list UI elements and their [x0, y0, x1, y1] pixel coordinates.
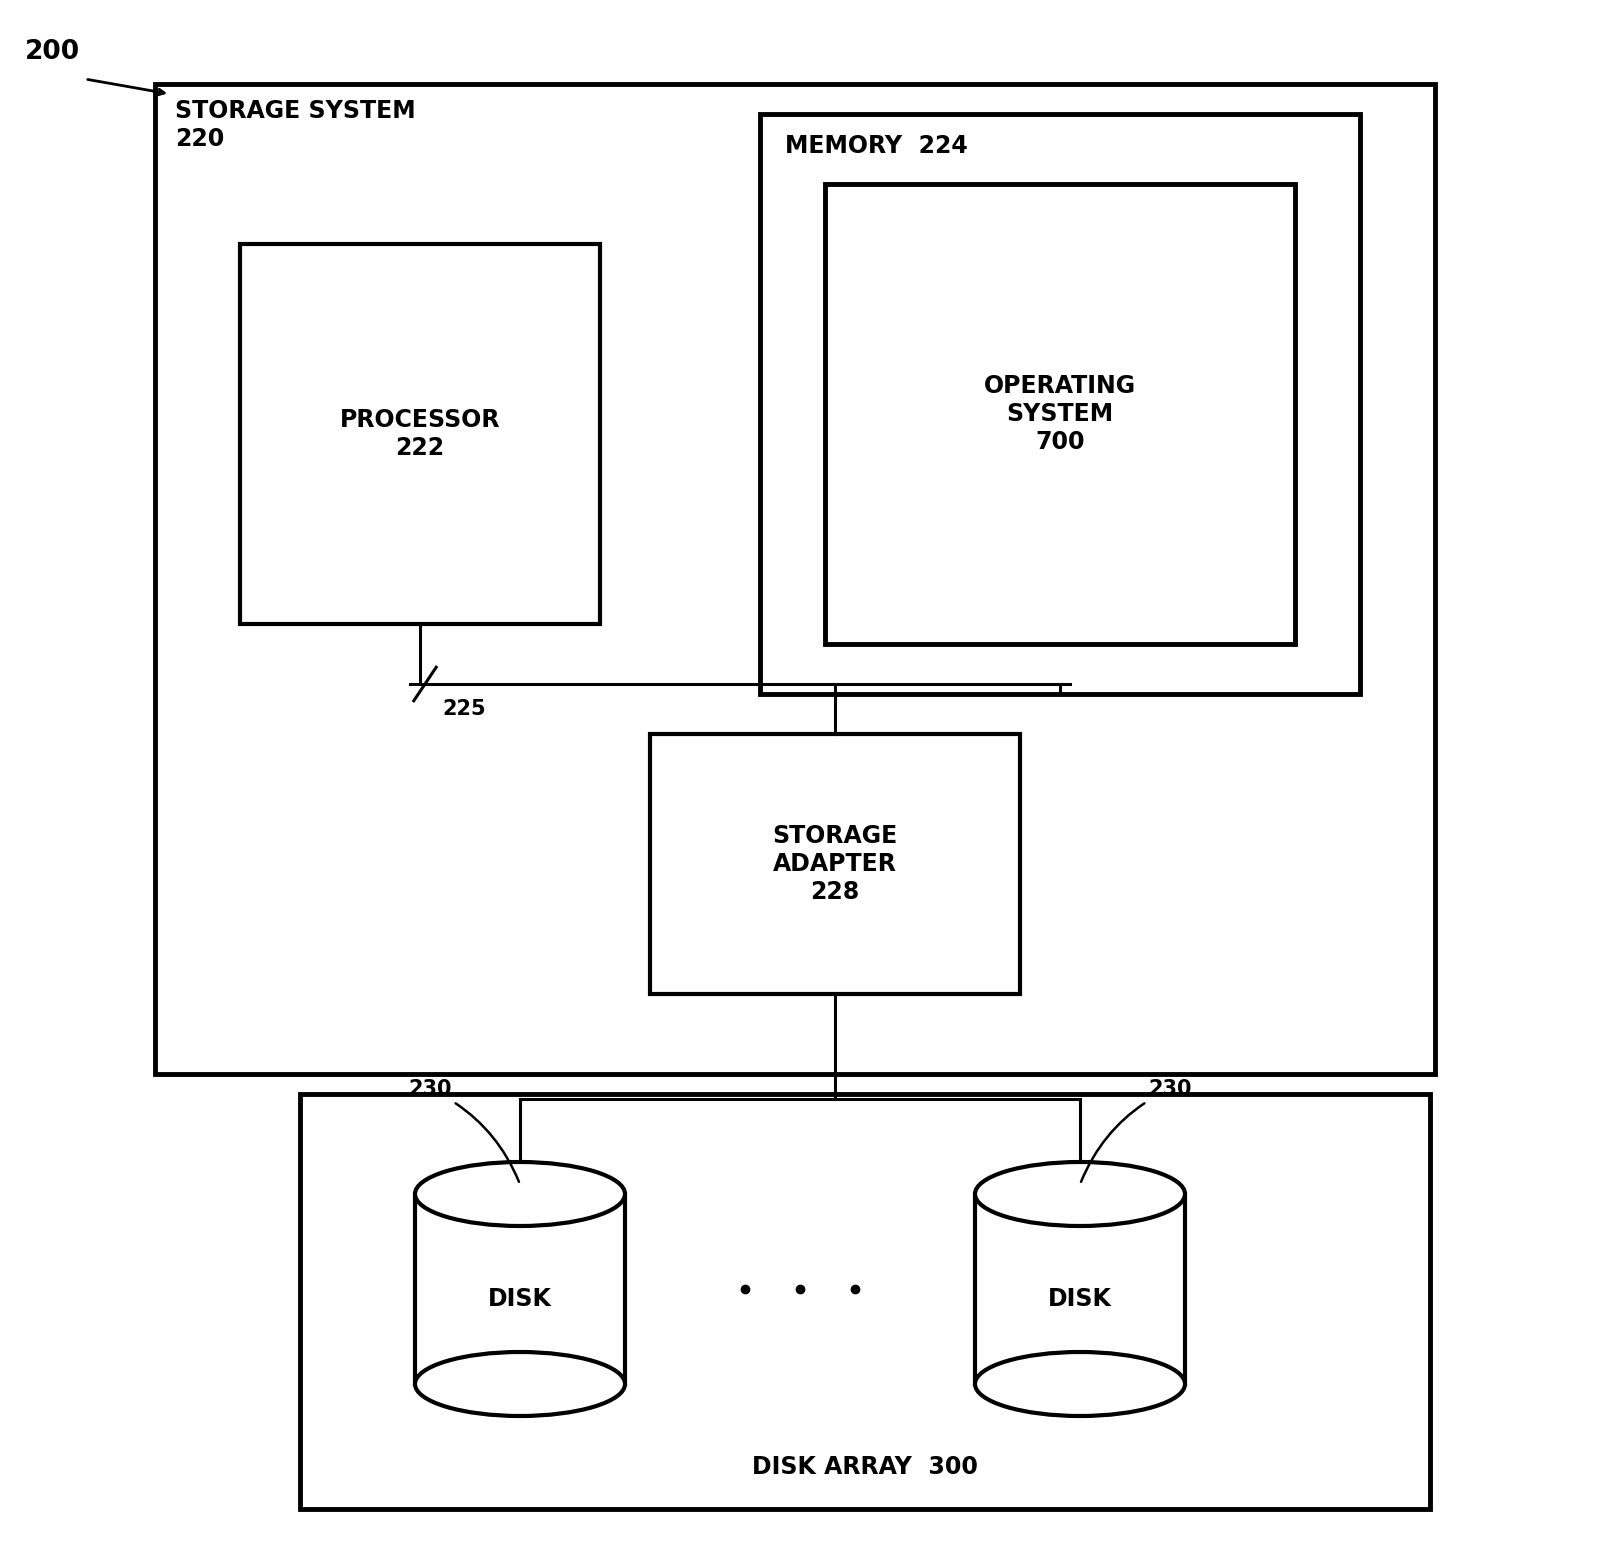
Bar — [650, 733, 1020, 994]
Bar — [760, 114, 1360, 693]
Bar — [825, 184, 1295, 644]
Text: MEMORY  224: MEMORY 224 — [785, 134, 968, 157]
Bar — [415, 1194, 626, 1383]
Text: 200: 200 — [24, 39, 79, 65]
Bar — [156, 83, 1435, 1075]
Ellipse shape — [415, 1163, 626, 1226]
Text: DISK ARRAY  300: DISK ARRAY 300 — [752, 1454, 977, 1479]
Ellipse shape — [974, 1163, 1185, 1226]
Text: PROCESSOR
222: PROCESSOR 222 — [340, 408, 501, 460]
Text: STORAGE
ADAPTER
228: STORAGE ADAPTER 228 — [772, 824, 898, 903]
Text: STORAGE SYSTEM
220: STORAGE SYSTEM 220 — [175, 99, 415, 151]
Text: DISK: DISK — [488, 1286, 551, 1311]
Text: OPERATING
SYSTEM
700: OPERATING SYSTEM 700 — [984, 374, 1136, 454]
Text: 225: 225 — [443, 699, 486, 720]
Bar — [974, 1194, 1185, 1383]
Text: 230: 230 — [1081, 1079, 1191, 1181]
Text: DISK: DISK — [1049, 1286, 1112, 1311]
Ellipse shape — [415, 1353, 626, 1416]
Bar — [240, 244, 600, 624]
Bar — [300, 1095, 1430, 1508]
Ellipse shape — [974, 1353, 1185, 1416]
Text: 230: 230 — [408, 1079, 519, 1181]
